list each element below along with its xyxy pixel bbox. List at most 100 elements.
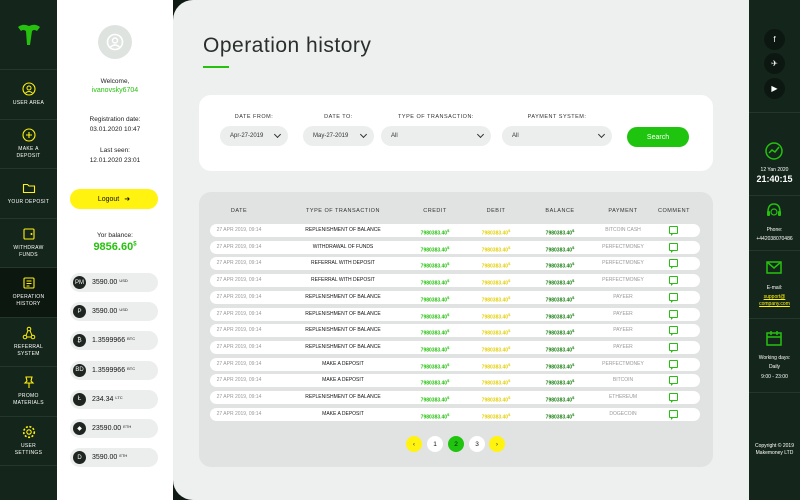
nav-item-referral-system[interactable]: Referral system <box>0 318 57 367</box>
wallet-balance-item: BD 1.3599966 BTC <box>70 360 158 380</box>
comment-button[interactable] <box>669 409 679 420</box>
user-icon <box>21 82 36 96</box>
nav-item-promo-materials[interactable]: Promo materials <box>0 367 57 417</box>
nav-item-your-deposit[interactable]: Your deposit <box>0 169 57 219</box>
search-button[interactable]: Search <box>627 127 689 147</box>
pagination-page-1[interactable]: 1 <box>427 436 443 452</box>
row-balance: 7980383.40$ <box>545 261 575 271</box>
chevron-down-icon <box>273 130 282 139</box>
wallet-amount: 3590.00 <box>92 279 118 286</box>
row-debit: 7980383.40$ <box>481 378 511 387</box>
calendar-icon <box>766 331 782 346</box>
row-payment: Payeer <box>613 310 633 317</box>
comment-button[interactable] <box>669 326 679 337</box>
registration-label: Registration date: <box>89 116 141 123</box>
row-payment: Payeer <box>613 327 633 334</box>
divider <box>749 318 800 319</box>
main-content: Operation history Date from: Apr-27-2019… <box>173 0 749 500</box>
nav-item-label: Make a deposit <box>16 145 41 159</box>
nav-item-make-a-deposit[interactable]: Make a deposit <box>0 120 57 169</box>
comment-button[interactable] <box>669 259 679 270</box>
youtube-icon[interactable]: ▶ <box>764 78 785 99</box>
pagination-prev-button[interactable]: ‹ <box>406 436 422 452</box>
table-row: 27 APR 2019, 09:14 Referral with deposit 7… <box>210 274 700 288</box>
email-link[interactable]: support@ company.com <box>759 294 790 307</box>
date-to-select[interactable]: May-27-2019 <box>303 126 374 146</box>
working-hours: 9:00 - 23:00 <box>761 374 788 380</box>
nav-item-user-area[interactable]: User area <box>0 70 57 120</box>
user-avatar-icon <box>106 33 124 51</box>
telegram-icon[interactable]: ✈ <box>764 53 785 74</box>
row-credit: 7980383.40$ <box>420 395 450 404</box>
nav-item-withdraw-funds[interactable]: Withdraw funds <box>0 219 57 268</box>
row-payment: Perfectmoney <box>602 277 644 284</box>
phone-number[interactable]: +442038070486 <box>756 236 793 242</box>
comment-button[interactable] <box>669 226 679 236</box>
nav-item-user-settings[interactable]: User settings <box>0 417 57 466</box>
row-balance: 7980383.40$ <box>545 328 575 337</box>
column-header[interactable]: Balance <box>545 208 575 214</box>
comment-icon <box>669 259 678 270</box>
wallet-amount: 1.3599966 <box>92 366 126 374</box>
row-date: 27 APR 2019, 09:14 <box>216 410 262 417</box>
comment-button[interactable] <box>669 393 679 403</box>
row-credit: 7980383.40$ <box>420 294 450 304</box>
avatar[interactable] <box>98 25 132 59</box>
type-select[interactable]: All <box>381 126 491 146</box>
divider <box>749 112 800 113</box>
column-header[interactable]: Type of transaction <box>306 208 380 214</box>
row-payment: Bitcoin <box>612 377 634 384</box>
comment-button[interactable] <box>669 359 679 370</box>
wallet-currency: USD <box>119 278 128 283</box>
comment-button[interactable] <box>669 276 679 287</box>
column-header[interactable]: Date <box>230 208 248 214</box>
row-type: Replenishment of balance <box>305 227 381 233</box>
pagination-next-button[interactable]: › <box>489 436 505 452</box>
nav-item-operation-history[interactable]: Operation history <box>0 268 57 318</box>
payment-select[interactable]: All <box>502 126 612 146</box>
row-debit: 7980383.40$ <box>481 411 511 421</box>
logo[interactable] <box>0 0 57 70</box>
row-credit: 7980383.40$ <box>420 244 450 254</box>
facebook-icon[interactable]: f <box>764 29 785 50</box>
wallet-currency: USD <box>119 307 128 313</box>
date-from-select[interactable]: Apr-27-2019 <box>220 126 288 146</box>
table-row: 27 APR 2019, 09:14 Replenishment of balan… <box>210 391 700 404</box>
row-credit: 7980383.40$ <box>420 328 450 337</box>
date-from-filter: Date from: Apr-27-2019 <box>220 114 288 146</box>
comment-icon <box>669 326 678 337</box>
column-header[interactable]: Credit <box>423 208 447 214</box>
pagination-page-2[interactable]: 2 <box>448 436 464 452</box>
nav-item-label: Withdraw funds <box>13 244 44 258</box>
wallet-icon <box>22 228 35 240</box>
currency-icon: Ł <box>73 392 86 406</box>
row-debit: 7980383.40$ <box>481 261 511 271</box>
row-debit: 7980383.40$ <box>481 278 511 287</box>
comment-button[interactable] <box>669 242 679 253</box>
wallet-balance-item: Ł 234.34 LTC <box>70 389 158 409</box>
row-payment: Dogecoin <box>609 410 637 417</box>
logout-button[interactable]: Logout ➜ <box>70 189 158 209</box>
comment-icon <box>669 276 678 287</box>
row-balance: 7980383.40$ <box>545 244 575 254</box>
column-header[interactable]: Comment <box>658 208 690 214</box>
chevron-down-icon <box>476 130 485 139</box>
comment-button[interactable] <box>669 376 679 387</box>
comment-button[interactable] <box>669 292 679 303</box>
comment-button[interactable] <box>669 309 679 320</box>
row-payment: Ethereum <box>608 394 638 400</box>
column-header[interactable]: Debit <box>486 208 506 214</box>
row-debit: 7980383.40$ <box>481 244 511 254</box>
headset-icon <box>767 203 781 216</box>
currency-icon: BD <box>73 363 86 377</box>
nav-item-label: Promo materials <box>13 393 44 407</box>
row-credit: 7980383.40$ <box>420 411 450 421</box>
pagination-page-3[interactable]: 3 <box>469 436 485 452</box>
row-balance: 7980383.40$ <box>545 411 575 421</box>
column-header[interactable]: Payment <box>608 208 638 214</box>
comment-icon <box>669 359 678 370</box>
network-icon <box>22 326 35 340</box>
row-debit: 7980383.40$ <box>481 344 511 354</box>
comment-button[interactable] <box>669 342 679 353</box>
working-days: Daily <box>768 364 781 370</box>
